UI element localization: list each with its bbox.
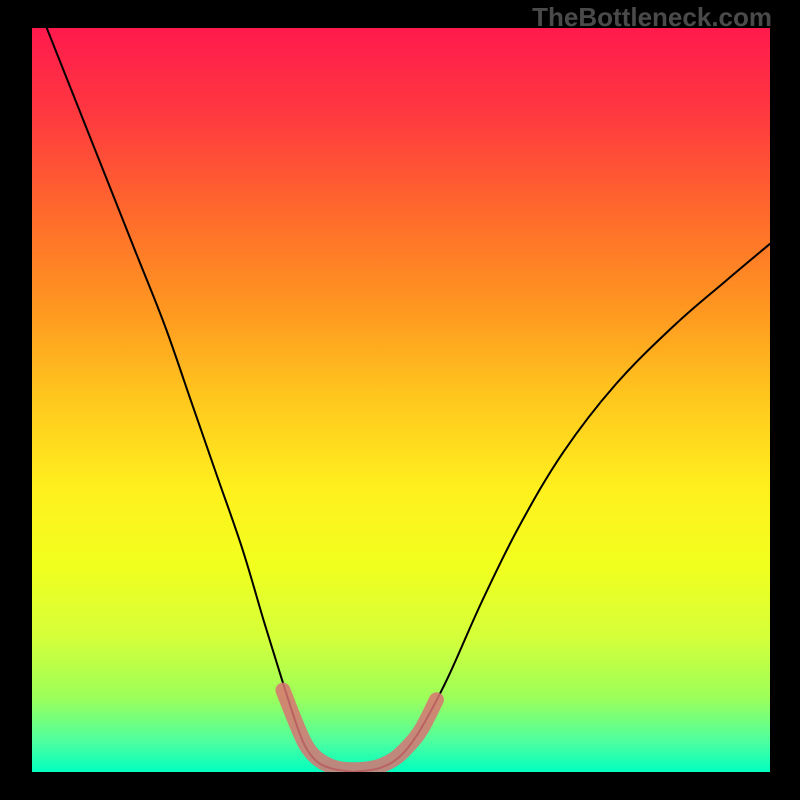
plot-area	[32, 28, 770, 772]
gradient-background	[32, 28, 770, 772]
watermark-text: TheBottleneck.com	[532, 2, 772, 33]
chart-container: TheBottleneck.com	[0, 0, 800, 800]
